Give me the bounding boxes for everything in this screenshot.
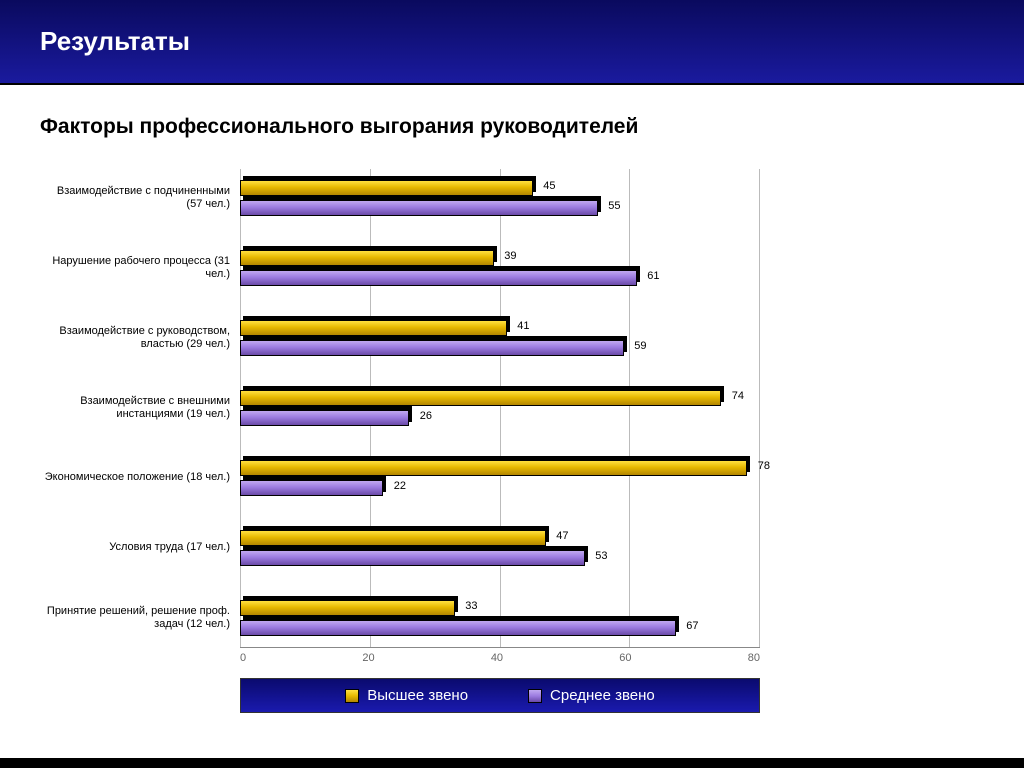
- legend-label-series1: Высшее звено: [367, 687, 468, 704]
- bar-value-label: 78: [758, 460, 770, 472]
- bar-value-label: 33: [465, 600, 477, 612]
- bar-group: 45 55: [240, 175, 760, 221]
- slide-header: Результаты: [0, 0, 1024, 85]
- chart-title: Факторы профессионального выгорания руко…: [40, 115, 984, 139]
- bar-series2: 53: [240, 550, 585, 566]
- bar-value-label: 67: [686, 620, 698, 632]
- bar-value-label: 22: [394, 480, 406, 492]
- bar-wrap: 74: [240, 390, 760, 406]
- bar-value-label: 47: [556, 530, 568, 542]
- bar-wrap: 39: [240, 250, 760, 266]
- category-label: Взаимодействие с подчиненными (57 чел.): [40, 175, 240, 221]
- bar-group: 41 59: [240, 315, 760, 361]
- bar-series2: 22: [240, 480, 383, 496]
- bar-wrap: 47: [240, 530, 760, 546]
- bar-group: 39 61: [240, 245, 760, 291]
- bar-series2: 55: [240, 200, 598, 216]
- y-axis-labels: Взаимодействие с подчиненными (57 чел.) Н…: [40, 169, 240, 648]
- bar-series1: 74: [240, 390, 721, 406]
- bar-series1: 41: [240, 320, 507, 336]
- bar-value-label: 55: [608, 200, 620, 212]
- legend-item-series1: Высшее звено: [345, 687, 468, 704]
- legend-label-series2: Среднее звено: [550, 687, 655, 704]
- bar-group: 78 22: [240, 455, 760, 501]
- bar-group: 33 67: [240, 595, 760, 641]
- bar-wrap: 33: [240, 600, 760, 616]
- legend-swatch-purple: [528, 689, 542, 703]
- legend-item-series2: Среднее звено: [528, 687, 655, 704]
- bar-wrap: 55: [240, 200, 760, 216]
- bar-series2: 59: [240, 340, 624, 356]
- bar-wrap: 41: [240, 320, 760, 336]
- bar-value-label: 59: [634, 340, 646, 352]
- bar-series2: 61: [240, 270, 637, 286]
- slide-content: Факторы профессионального выгорания руко…: [0, 85, 1024, 713]
- bar-value-label: 26: [420, 410, 432, 422]
- category-label: Условия труда (17 чел.): [40, 525, 240, 571]
- bar-wrap: 61: [240, 270, 760, 286]
- bar-series1: 39: [240, 250, 494, 266]
- category-label: Принятие решений, решение проф. задач (1…: [40, 595, 240, 641]
- bar-series1: 45: [240, 180, 533, 196]
- bar-wrap: 22: [240, 480, 760, 496]
- category-label: Экономическое положение (18 чел.): [40, 455, 240, 501]
- legend-swatch-gold: [345, 689, 359, 703]
- bar-value-label: 39: [504, 250, 516, 262]
- bar-wrap: 26: [240, 410, 760, 426]
- page-title: Результаты: [40, 26, 190, 57]
- bar-series1: 47: [240, 530, 546, 546]
- bar-wrap: 53: [240, 550, 760, 566]
- bar-value-label: 53: [595, 550, 607, 562]
- x-tick: 20: [362, 652, 374, 664]
- plot-area: 45 55 39 61 41 59 74 26 78 22 47 53 33 67: [240, 169, 760, 648]
- footer-bar: [0, 758, 1024, 768]
- x-tick: 40: [491, 652, 503, 664]
- bar-wrap: 78: [240, 460, 760, 476]
- category-label: Взаимодействие с внешними инстанциями (1…: [40, 385, 240, 431]
- x-axis-ticks: 0 20 40 60 80: [240, 648, 760, 664]
- x-tick: 60: [619, 652, 631, 664]
- bar-wrap: 59: [240, 340, 760, 356]
- chart-container: Взаимодействие с подчиненными (57 чел.) Н…: [40, 169, 984, 648]
- bar-value-label: 41: [517, 320, 529, 332]
- bar-value-label: 45: [543, 180, 555, 192]
- bar-series1: 78: [240, 460, 747, 476]
- bar-value-label: 61: [647, 270, 659, 282]
- bar-groups: 45 55 39 61 41 59 74 26 78 22 47 53 33 67: [240, 169, 760, 647]
- bar-series1: 33: [240, 600, 455, 616]
- category-label: Нарушение рабочего процесса (31 чел.): [40, 245, 240, 291]
- bar-wrap: 45: [240, 180, 760, 196]
- bar-series2: 67: [240, 620, 676, 636]
- legend: Высшее звено Среднее звено: [240, 678, 760, 713]
- bar-wrap: 67: [240, 620, 760, 636]
- category-label: Взаимодействие с руководством, властью (…: [40, 315, 240, 361]
- x-tick: 80: [748, 652, 760, 664]
- bar-group: 47 53: [240, 525, 760, 571]
- bar-series2: 26: [240, 410, 409, 426]
- bar-value-label: 74: [732, 390, 744, 402]
- x-tick: 0: [240, 652, 246, 664]
- bar-group: 74 26: [240, 385, 760, 431]
